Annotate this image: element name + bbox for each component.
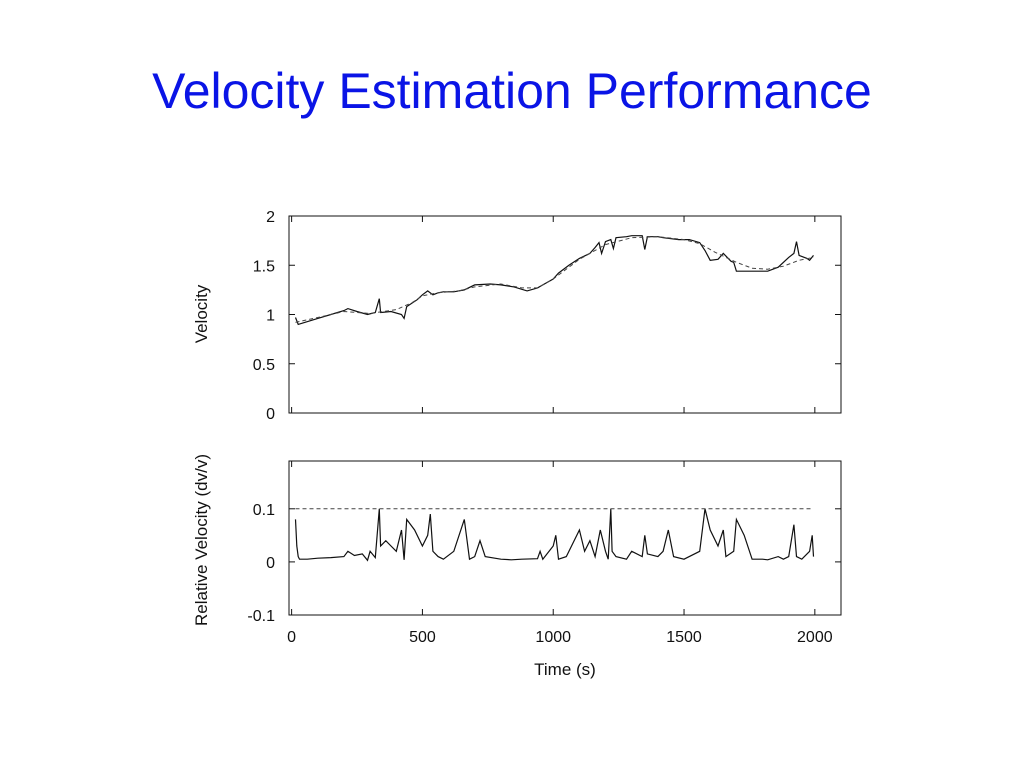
velocity-series <box>294 235 814 326</box>
velocity-y-ticks: 0 0.5 1 1.5 2 <box>253 209 841 423</box>
relative-velocity-series-solid-line <box>294 508 815 562</box>
x-tick-label: 1500 <box>666 629 702 646</box>
y-tick-label: 1.5 <box>253 258 275 275</box>
relative-velocity-series <box>294 508 815 562</box>
x-tick-label: 500 <box>409 629 436 646</box>
velocity-x-ticks <box>291 216 816 413</box>
relative-velocity-y-axis-label: Relative Velocity (dv/v) <box>192 454 211 626</box>
y-tick-label: 2 <box>266 209 275 226</box>
velocity-chart: 0 0.5 1 1.5 2 Velocity <box>192 209 842 423</box>
relative-velocity-y-ticks: -0.1 0 0.1 <box>247 502 841 625</box>
y-tick-label: 0.1 <box>253 502 275 519</box>
y-tick-label: -0.1 <box>247 608 275 625</box>
relative-velocity-plot-frame <box>288 460 842 616</box>
velocity-series-dashed-line <box>295 236 814 323</box>
velocity-plot-frame <box>288 215 842 414</box>
y-tick-label: 0 <box>266 555 275 572</box>
x-tick-label: 0 <box>287 629 296 646</box>
y-tick-label: 0 <box>266 406 275 423</box>
relative-velocity-chart: -0.1 0 0.1 0 500 1000 1500 2000 Relative Veloc… <box>192 454 842 679</box>
velocity-series-solid-line <box>294 235 814 326</box>
x-tick-label: 2000 <box>797 629 833 646</box>
y-tick-label: 0.5 <box>253 357 275 374</box>
slide-title: Velocity Estimation Performance <box>152 63 872 119</box>
x-tick-label: 1000 <box>535 629 571 646</box>
y-tick-label: 1 <box>266 308 275 325</box>
relative-velocity-x-ticks: 0 500 1000 1500 2000 <box>287 461 833 646</box>
velocity-y-axis-label: Velocity <box>192 284 211 343</box>
time-x-axis-label: Time (s) <box>534 660 596 679</box>
